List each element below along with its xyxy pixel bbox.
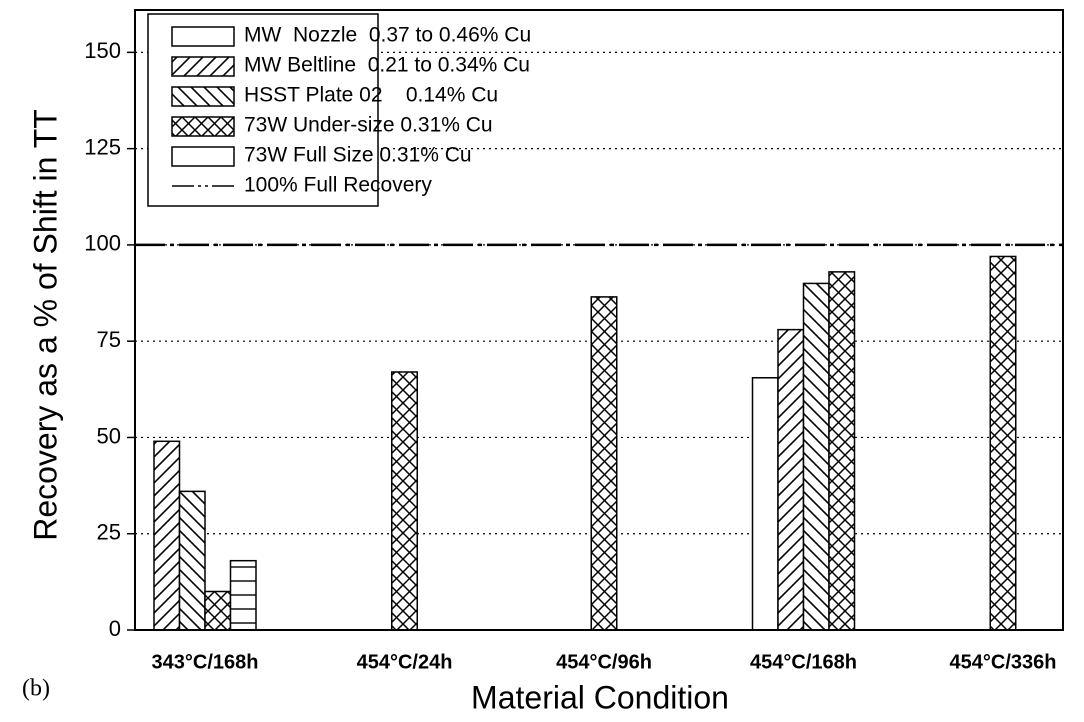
bar xyxy=(204,590,232,631)
bar xyxy=(229,559,257,631)
bar xyxy=(391,371,418,631)
x-tick-label: 454°C/168h xyxy=(750,651,857,673)
bar xyxy=(828,271,856,631)
bar xyxy=(802,282,830,631)
legend-swatch xyxy=(171,116,235,137)
bar xyxy=(777,328,805,631)
bar xyxy=(989,255,1017,631)
legend-swatch xyxy=(171,56,235,77)
y-tick-label: 100 xyxy=(84,231,121,256)
y-tick-label: 150 xyxy=(84,38,121,63)
plot-frame xyxy=(134,9,1064,631)
legend-swatch xyxy=(171,146,235,167)
bar xyxy=(178,490,206,631)
x-tick-label: 454°C/24h xyxy=(357,651,453,673)
legend-label: 100% Full Recovery xyxy=(244,174,432,197)
x-tick-label: 454°C/96h xyxy=(556,651,652,673)
legend-label: HSST Plate 02 0.14% Cu xyxy=(244,84,498,107)
x-tick-label: 343°C/168h xyxy=(152,651,259,673)
x-axis-title: Material Condition xyxy=(471,679,729,715)
legend-label: MW Nozzle 0.37 to 0.46% Cu xyxy=(244,24,531,47)
legend-label: MW Beltline 0.21 to 0.34% Cu xyxy=(244,54,530,77)
bar xyxy=(153,440,181,631)
y-tick-label: 50 xyxy=(97,423,121,448)
bar xyxy=(590,296,618,631)
legend-swatch xyxy=(171,26,235,47)
y-tick-label: 75 xyxy=(97,327,121,352)
bar xyxy=(751,377,779,631)
y-tick-label: 125 xyxy=(84,134,121,159)
legend-label: 73W Full Size 0.31% Cu xyxy=(244,144,472,167)
legend-label: 73W Under-size 0.31% Cu xyxy=(244,114,493,137)
x-tick-label: 454°C/336h xyxy=(950,651,1057,673)
y-axis-title: Recovery as a % of Shift in TT xyxy=(27,109,63,541)
y-tick-label: 0 xyxy=(109,616,121,641)
legend-swatch xyxy=(171,86,235,107)
annotation: (b) xyxy=(22,676,50,702)
y-tick-label: 25 xyxy=(97,520,121,545)
